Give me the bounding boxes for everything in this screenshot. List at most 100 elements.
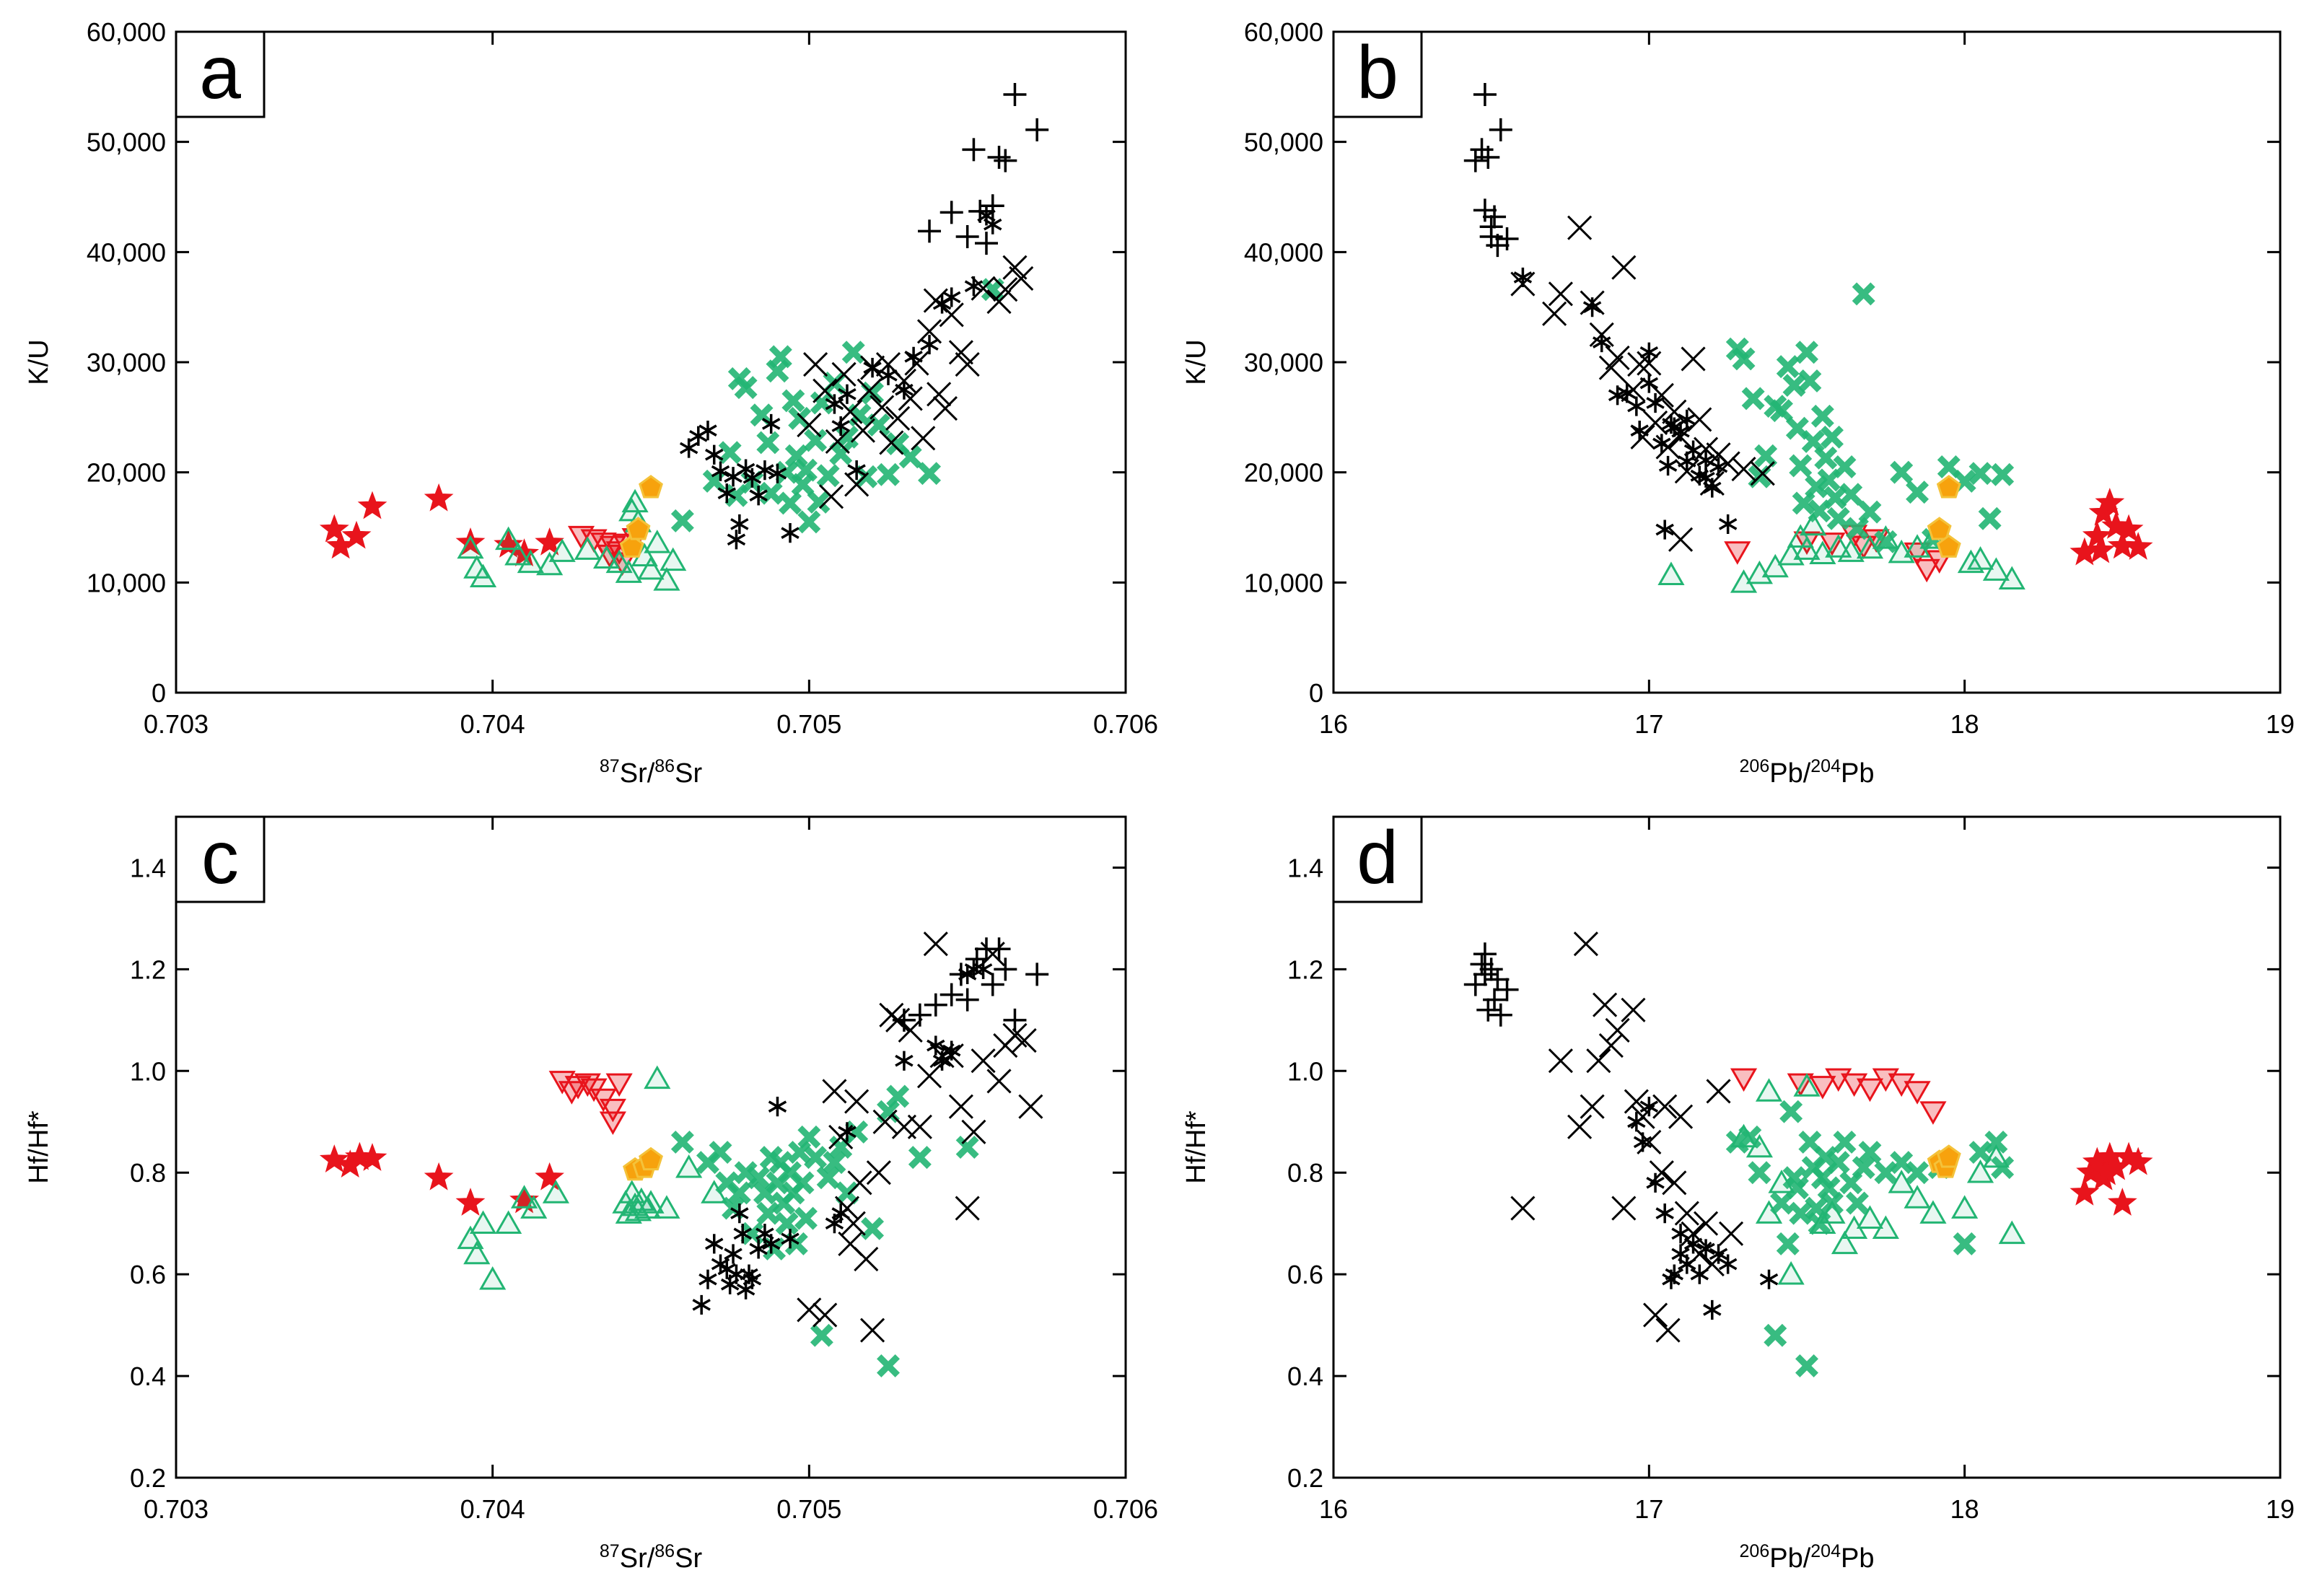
- cross-bold-point: [794, 458, 818, 482]
- asterisk-point: [705, 444, 724, 465]
- panel-d: 16 17 18 19 0.2 0.4 0.6 0.8 1.0 1.2 1.4 206Pb/204Pb…: [1181, 815, 2295, 1574]
- panel-letter-box: [175, 30, 266, 118]
- asterisk-point: [1627, 1112, 1646, 1132]
- plus-point: [1495, 978, 1519, 1001]
- triangle-up-point: [1777, 1260, 1805, 1285]
- x-tick-label: 19: [2266, 1494, 2295, 1524]
- x-point: [818, 484, 844, 509]
- series-asterisk: [1627, 1097, 1779, 1320]
- x-tick-label: 0.703: [144, 1494, 209, 1524]
- panel-letter: b: [1357, 31, 1398, 115]
- x-point: [844, 472, 870, 497]
- x-point: [1611, 255, 1637, 280]
- triangle-up-point: [536, 551, 564, 576]
- cross-bold-point: [670, 509, 694, 532]
- y-tick-label: 0.6: [130, 1260, 166, 1289]
- triangle-up-point: [653, 1195, 680, 1219]
- x-tick-label: 0.704: [460, 709, 525, 739]
- asterisk-point: [698, 421, 717, 441]
- x-point: [1630, 1104, 1655, 1129]
- star-point: [2092, 1157, 2121, 1185]
- y-axis-title: K/U: [1181, 339, 1212, 385]
- asterisk-point: [755, 460, 774, 481]
- asterisk-point: [895, 1051, 914, 1071]
- cross-bold-point: [867, 413, 890, 437]
- triangle-down-point: [599, 1111, 626, 1135]
- plus-point: [974, 232, 998, 255]
- plus-point: [1473, 963, 1497, 986]
- triangle-up-point: [479, 1266, 507, 1290]
- x-point: [927, 382, 952, 407]
- x-point: [1548, 1048, 1573, 1074]
- asterisk-point: [1593, 332, 1611, 353]
- cross-bold-point: [756, 431, 780, 455]
- asterisk-point: [1678, 1254, 1696, 1274]
- star-point: [424, 483, 454, 512]
- cross-bold-point: [1814, 446, 1838, 470]
- triangle-up-point: [1793, 1073, 1821, 1097]
- cross-bold-point: [794, 1206, 818, 1230]
- plot-frame: [175, 30, 1127, 694]
- cross-bold-point: [835, 1181, 859, 1205]
- triangle-up-point: [1745, 1134, 1773, 1158]
- cross-bold-point: [1890, 460, 1914, 484]
- triangle-up-point: [1919, 1200, 1947, 1224]
- plus-point: [1489, 1003, 1512, 1027]
- asterisk-point: [1709, 457, 1728, 477]
- cross-bold-point: [1823, 486, 1847, 509]
- x-point: [923, 931, 948, 957]
- x-point: [1652, 1094, 1678, 1119]
- plus-point: [939, 983, 963, 1007]
- series-asterisk: [679, 206, 1002, 550]
- asterisk-point: [964, 276, 984, 297]
- x-point: [980, 942, 1005, 967]
- x-point: [822, 1079, 847, 1104]
- cross-bold-point: [1845, 1191, 1869, 1215]
- plus-point: [955, 988, 979, 1012]
- x-point: [1018, 1094, 1043, 1119]
- asterisk-point: [743, 1269, 762, 1289]
- pentagon-point: [626, 517, 651, 540]
- cross-bold-point: [898, 445, 922, 469]
- cross-bold-point: [1732, 347, 1756, 371]
- asterisk-point: [730, 1203, 749, 1224]
- x-point: [993, 277, 1018, 302]
- cross-bold-point: [734, 376, 758, 400]
- pentagon-point: [639, 1146, 663, 1171]
- cross-bold-point: [779, 491, 802, 515]
- star-point: [2114, 514, 2144, 543]
- x-point: [1681, 1221, 1706, 1246]
- cross-bold-point: [1748, 1161, 1771, 1185]
- x-point: [955, 351, 980, 377]
- plus-point: [1483, 205, 1507, 229]
- x-point: [1621, 997, 1646, 1022]
- triangle-down-point: [1809, 1076, 1836, 1100]
- x-point: [1681, 346, 1706, 372]
- series-plus: [1463, 942, 1519, 1027]
- triangle-up-point: [1982, 1144, 2010, 1168]
- y-tick-label: 0.2: [130, 1463, 166, 1493]
- asterisk-point: [1633, 1132, 1652, 1152]
- plus-point: [918, 219, 942, 243]
- x-point: [1542, 301, 1567, 326]
- y-tick-label: 1.4: [1287, 853, 1323, 882]
- series-plus: [892, 937, 1049, 1032]
- star-point: [357, 491, 387, 519]
- x-point: [1718, 1221, 1744, 1246]
- series-triangle-up: [457, 1065, 728, 1290]
- x-point: [1637, 1129, 1662, 1155]
- plus-point: [981, 194, 1004, 218]
- y-tick-label: 20,000: [87, 458, 166, 488]
- panel-b: 16 17 18 19 0 10,000 20,000 30,000 40,000 50,000 6…: [1181, 17, 2295, 789]
- cross-bold-point: [784, 444, 808, 468]
- asterisk-point: [711, 461, 730, 481]
- cross-bold-point: [1874, 1161, 1898, 1185]
- x-point: [1627, 351, 1652, 377]
- asterisk-point: [1718, 1254, 1738, 1274]
- series-triangle-down: [1730, 1068, 1947, 1125]
- x-point: [1687, 407, 1712, 432]
- plus-point: [1003, 83, 1027, 107]
- triangle-up-point: [520, 1195, 548, 1219]
- x-point: [1630, 424, 1655, 450]
- y-tick-label: 0: [152, 678, 166, 708]
